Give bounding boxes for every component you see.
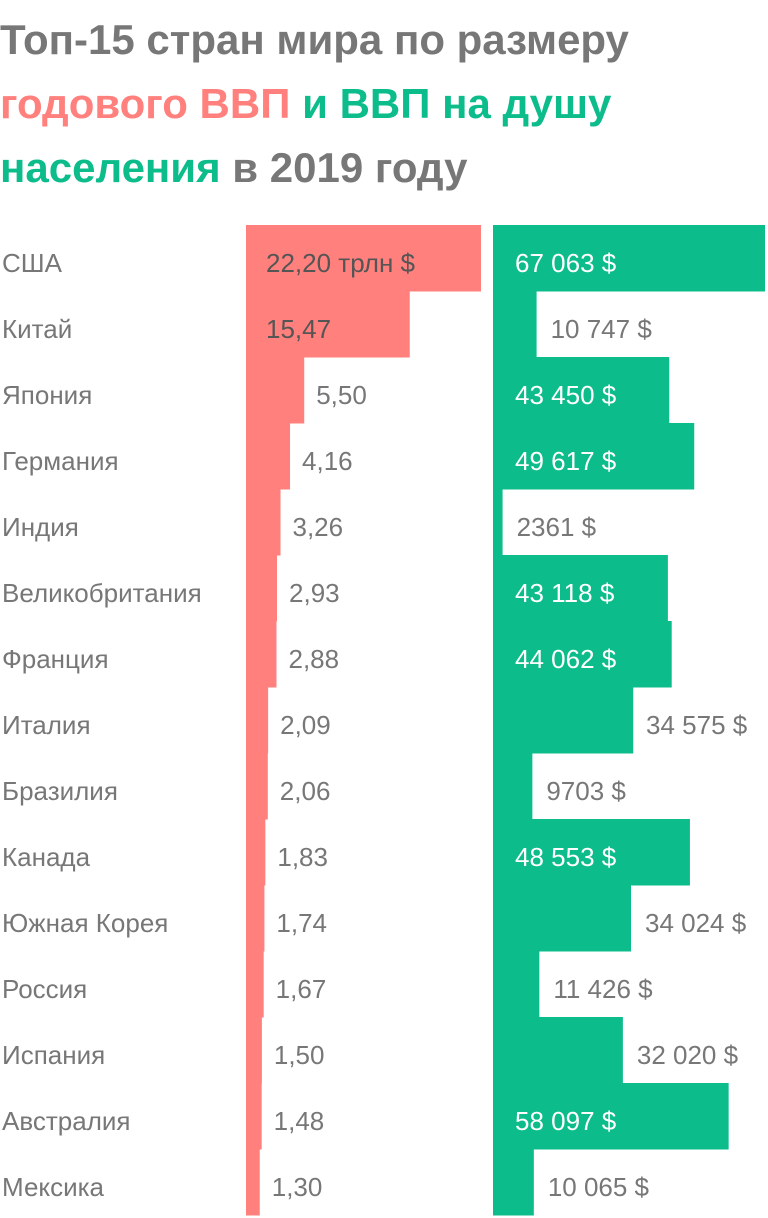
gdp-chart: США 22,20 трлн $ 67 063 $ Китай 15,47 10 747 … [2,225,765,1216]
country-label: Япония [2,380,92,410]
per-capita-value-label: 34 575 $ [646,710,748,740]
gdp-bar [246,885,265,952]
per-capita-value-label: 10 065 $ [548,1172,650,1202]
per-capita-value-label: 2361 $ [517,512,597,542]
gdp-bar [246,555,278,622]
gdp-bar [246,1083,262,1150]
per-capita-bar [493,621,672,688]
per-capita-bar [493,885,631,952]
country-label: Великобритания [2,578,202,608]
per-capita-value-label: 49 617 $ [515,446,617,476]
gdp-bar [246,357,305,424]
per-capita-bar [493,555,668,622]
per-capita-bar [493,951,540,1018]
gdp-bar [246,1017,262,1084]
gdp-value-label: 2,09 [280,710,331,740]
per-capita-bar [493,1149,534,1216]
gdp-value-label: 1,30 [272,1172,323,1202]
per-capita-bar [493,489,503,556]
chart-title: Топ-15 стран мира по размеру годового ВВП… [0,8,768,200]
gdp-bar [246,423,291,490]
per-capita-value-label: 44 062 $ [515,644,617,674]
gdp-value-label: 1,48 [274,1106,325,1136]
per-capita-value-label: 9703 $ [546,776,626,806]
country-label: Южная Корея [2,908,168,938]
gdp-bar [246,819,266,886]
country-label: Германия [2,446,119,476]
per-capita-value-label: 48 553 $ [515,842,617,872]
country-label: Мексика [2,1172,105,1202]
gdp-value-label: 1,74 [276,908,327,938]
title-part-per-capita: ВВП на душу населения [0,80,612,191]
per-capita-bar [493,291,537,358]
gdp-bar [246,951,264,1018]
gdp-value-label: 2,93 [289,578,340,608]
country-label: Италия [2,710,91,740]
country-label: Испания [2,1040,105,1070]
gdp-value-label: 1,67 [276,974,327,1004]
country-label: Канада [2,842,91,872]
gdp-bar [246,225,481,292]
per-capita-bar [493,687,634,754]
per-capita-value-label: 43 118 $ [515,578,615,608]
per-capita-value-label: 58 097 $ [515,1106,617,1136]
per-capita-bar [493,357,670,424]
gdp-bar [246,1149,260,1216]
country-label: Бразилия [2,776,118,806]
country-label: Россия [2,974,87,1004]
gdp-value-label: 3,26 [293,512,344,542]
per-capita-bar [493,1083,729,1150]
title-part-and: и [302,80,328,127]
country-label: США [2,248,63,278]
gdp-value-label: 1,83 [277,842,328,872]
title-part-1: Топ-15 стран мира по размеру [0,16,629,63]
gdp-bar [246,489,281,556]
country-label: Индия [2,512,79,542]
per-capita-value-label: 43 450 $ [515,380,617,410]
title-part-gdp: годового ВВП [0,80,291,127]
gdp-value-label: 2,88 [288,644,339,674]
gdp-value-label: 2,06 [280,776,331,806]
country-label: Франция [2,644,109,674]
gdp-bar [246,753,268,820]
per-capita-bar [493,753,533,820]
gdp-value-label: 5,50 [316,380,367,410]
per-capita-bar [493,225,765,292]
per-capita-value-label: 10 747 $ [551,314,653,344]
gdp-bar [246,621,277,688]
title-part-year: в 2019 году [232,144,468,191]
per-capita-value-label: 67 063 $ [515,248,617,278]
country-label: Австралия [2,1106,130,1136]
gdp-bar [246,687,269,754]
gdp-value-label: 1,50 [274,1040,325,1070]
per-capita-value-label: 34 024 $ [645,908,747,938]
per-capita-bar [493,1017,623,1084]
gdp-bar [246,291,410,358]
per-capita-bar [493,819,690,886]
per-capita-bar [493,423,695,490]
per-capita-value-label: 32 020 $ [637,1040,739,1070]
gdp-value-label: 15,47 [266,314,331,344]
country-label: Китай [2,314,72,344]
per-capita-value-label: 11 426 $ [553,974,653,1004]
gdp-value-label: 4,16 [302,446,353,476]
gdp-value-label: 22,20 трлн $ [266,248,416,278]
